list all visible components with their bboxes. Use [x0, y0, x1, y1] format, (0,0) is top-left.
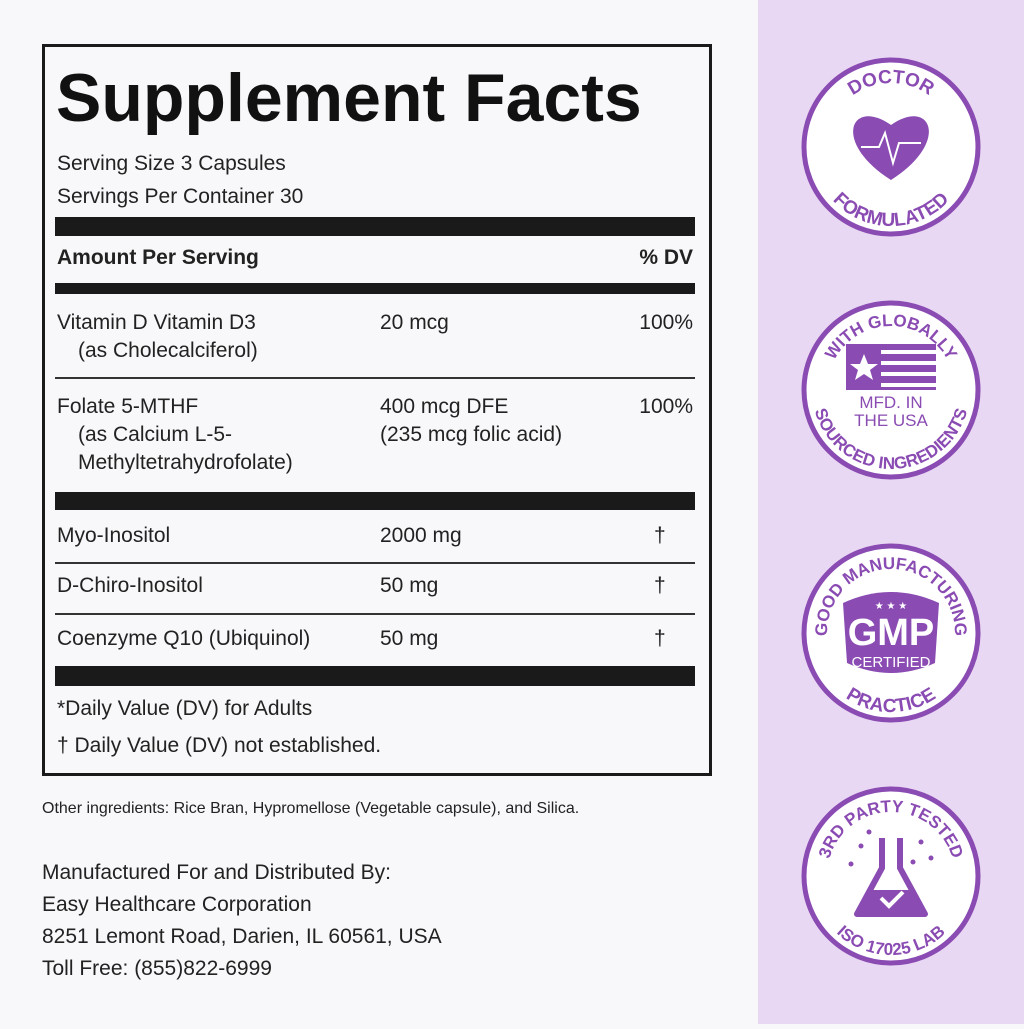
flag-star	[850, 354, 878, 380]
gmp-stars: ★ ★ ★	[875, 601, 907, 612]
facts-panel	[42, 44, 712, 776]
manufacturer-line: Toll Free: (855)822-6999	[42, 957, 272, 980]
row-rule	[55, 562, 695, 564]
flask-liquid	[859, 890, 923, 912]
ingredient-dv: †	[654, 524, 666, 547]
servings-per-container: Servings Per Container 30	[57, 185, 304, 208]
ingredient-dv: †	[654, 574, 666, 597]
nutrient-dv: 100%	[639, 395, 693, 418]
nutrient-amount: 400 mcg DFE	[380, 395, 509, 418]
footnote: † Daily Value (DV) not established.	[57, 734, 382, 757]
bubble-dot	[866, 829, 872, 835]
ingredient-dv: †	[654, 627, 666, 650]
footnote: *Daily Value (DV) for Adults	[57, 697, 313, 720]
dv-header: % DV	[639, 246, 693, 269]
facts-title: Supplement Facts	[56, 60, 642, 136]
badge-panel: DOCTOR FORMULATED WITH GLOBALLY SOURCED ING…	[758, 0, 1024, 1024]
manufacturer-line: Easy Healthcare Corporation	[42, 893, 312, 916]
nutrient-source: (as Calcium L-5-	[78, 423, 233, 446]
ingredient-name: Coenzyme Q10 (Ubiquinol)	[57, 627, 311, 650]
nutrient-source: Methyltetrahydrofolate)	[78, 451, 293, 474]
heart-icon	[853, 116, 929, 180]
flag-stripe	[881, 350, 936, 354]
serving-size: Serving Size 3 Capsules	[57, 152, 286, 175]
amount-header: Amount Per Serving	[57, 246, 259, 269]
ingredient-name: D-Chiro-Inositol	[57, 574, 203, 597]
flag-stripe	[881, 361, 936, 365]
ingredient-amount: 50 mg	[380, 574, 439, 597]
bubble-dot	[928, 855, 934, 861]
nutrient-name: Vitamin D Vitamin D3	[57, 311, 256, 334]
row-rule	[55, 377, 695, 379]
badge-center-text: THE USA	[854, 411, 928, 430]
bubble-dot	[910, 859, 916, 865]
row-rule	[55, 613, 695, 615]
bubble-dot	[918, 839, 924, 845]
bubble-dot	[848, 861, 854, 867]
thick-bar	[55, 217, 695, 236]
check-icon	[879, 890, 905, 909]
badge-center-text: MFD. IN	[859, 393, 922, 412]
flask-icon	[854, 838, 928, 917]
ingredient-amount: 2000 mg	[380, 524, 462, 547]
other-ingredients: Other ingredients: Rice Bran, Hypromello…	[42, 800, 580, 817]
badge-center-text: GMP	[848, 612, 935, 654]
thick-bar	[55, 666, 695, 686]
nutrient-amount: 20 mcg	[380, 311, 449, 334]
badge-ring	[801, 786, 981, 966]
manufacturer-line: 8251 Lemont Road, Darien, IL 60561, USA	[42, 925, 442, 948]
badge-center-text: CERTIFIED	[852, 654, 931, 671]
nutrient-amount: (235 mcg folic acid)	[380, 423, 563, 446]
thick-bar	[55, 283, 695, 294]
nutrient-source: (as Cholecalciferol)	[78, 339, 258, 362]
flag-stripe	[881, 383, 936, 387]
nutrient-dv: 100%	[639, 311, 693, 334]
pulse-line	[861, 129, 921, 167]
ingredient-name: Myo-Inositol	[57, 524, 171, 547]
flag-stripe	[881, 372, 936, 376]
gmp-shield	[843, 592, 939, 673]
nutrient-name: Folate 5-MTHF	[57, 395, 199, 418]
thick-bar	[55, 492, 695, 510]
ingredient-amount: 50 mg	[380, 627, 439, 650]
bubble-dot	[858, 843, 864, 849]
manufacturer-line: Manufactured For and Distributed By:	[42, 861, 392, 884]
